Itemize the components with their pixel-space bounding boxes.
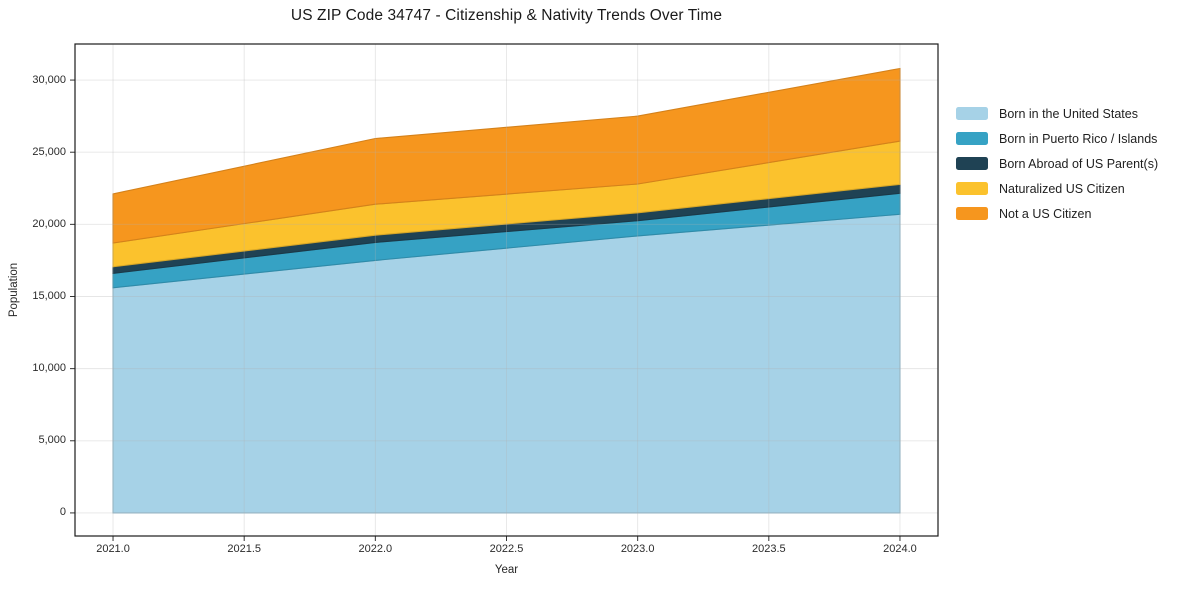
legend-item-born-in-puerto-rico-islands: Born in Puerto Rico / Islands: [956, 126, 1158, 151]
legend-swatch: [956, 132, 988, 145]
legend-swatch: [956, 157, 988, 170]
legend: Born in the United States Born in Puerto …: [956, 101, 1158, 226]
legend-label: Naturalized US Citizen: [999, 181, 1125, 196]
legend-label: Not a US Citizen: [999, 206, 1092, 221]
x-tick-label: 2022.5: [489, 543, 524, 555]
y-tick-label: 0: [59, 506, 66, 519]
y-tick-label: 25,000: [32, 145, 66, 158]
legend-swatch: [956, 207, 988, 220]
x-tick-label: 2022.0: [358, 543, 393, 555]
chart-title: US ZIP Code 34747 - Citizenship & Nativi…: [290, 7, 723, 24]
area-not-a-us-citizen: [112, 67, 901, 244]
x-axis-title: Year: [494, 564, 519, 576]
x-tick-label: 2023.5: [751, 543, 786, 555]
x-tick-label: 2021.5: [227, 543, 262, 555]
legend-item-not-a-us-citizen: Not a US Citizen: [956, 201, 1158, 226]
legend-label: Born in Puerto Rico / Islands: [999, 131, 1158, 146]
x-tick-label: 2024.0: [883, 543, 917, 555]
x-tick-label: 2023.0: [620, 543, 655, 555]
legend-label: Born Abroad of US Parent(s): [999, 156, 1159, 171]
y-tick-label: 10,000: [32, 362, 66, 375]
y-tick-label: 20,000: [32, 217, 66, 230]
y-tick-label: 30,000: [32, 73, 66, 86]
y-tick-label: 5,000: [38, 434, 66, 447]
legend-swatch: [956, 182, 988, 195]
y-tick-label: 15,000: [32, 289, 66, 302]
legend-label: Born in the United States: [999, 106, 1138, 121]
legend-item-naturalized-us-citizen: Naturalized US Citizen: [956, 176, 1158, 201]
x-tick-label: 2021.0: [96, 543, 130, 555]
legend-item-born-abroad-of-us-parent-s: Born Abroad of US Parent(s): [956, 151, 1158, 176]
legend-item-born-in-the-united-states: Born in the United States: [956, 101, 1158, 126]
plot-border: [74, 43, 939, 537]
legend-swatch: [956, 107, 988, 120]
